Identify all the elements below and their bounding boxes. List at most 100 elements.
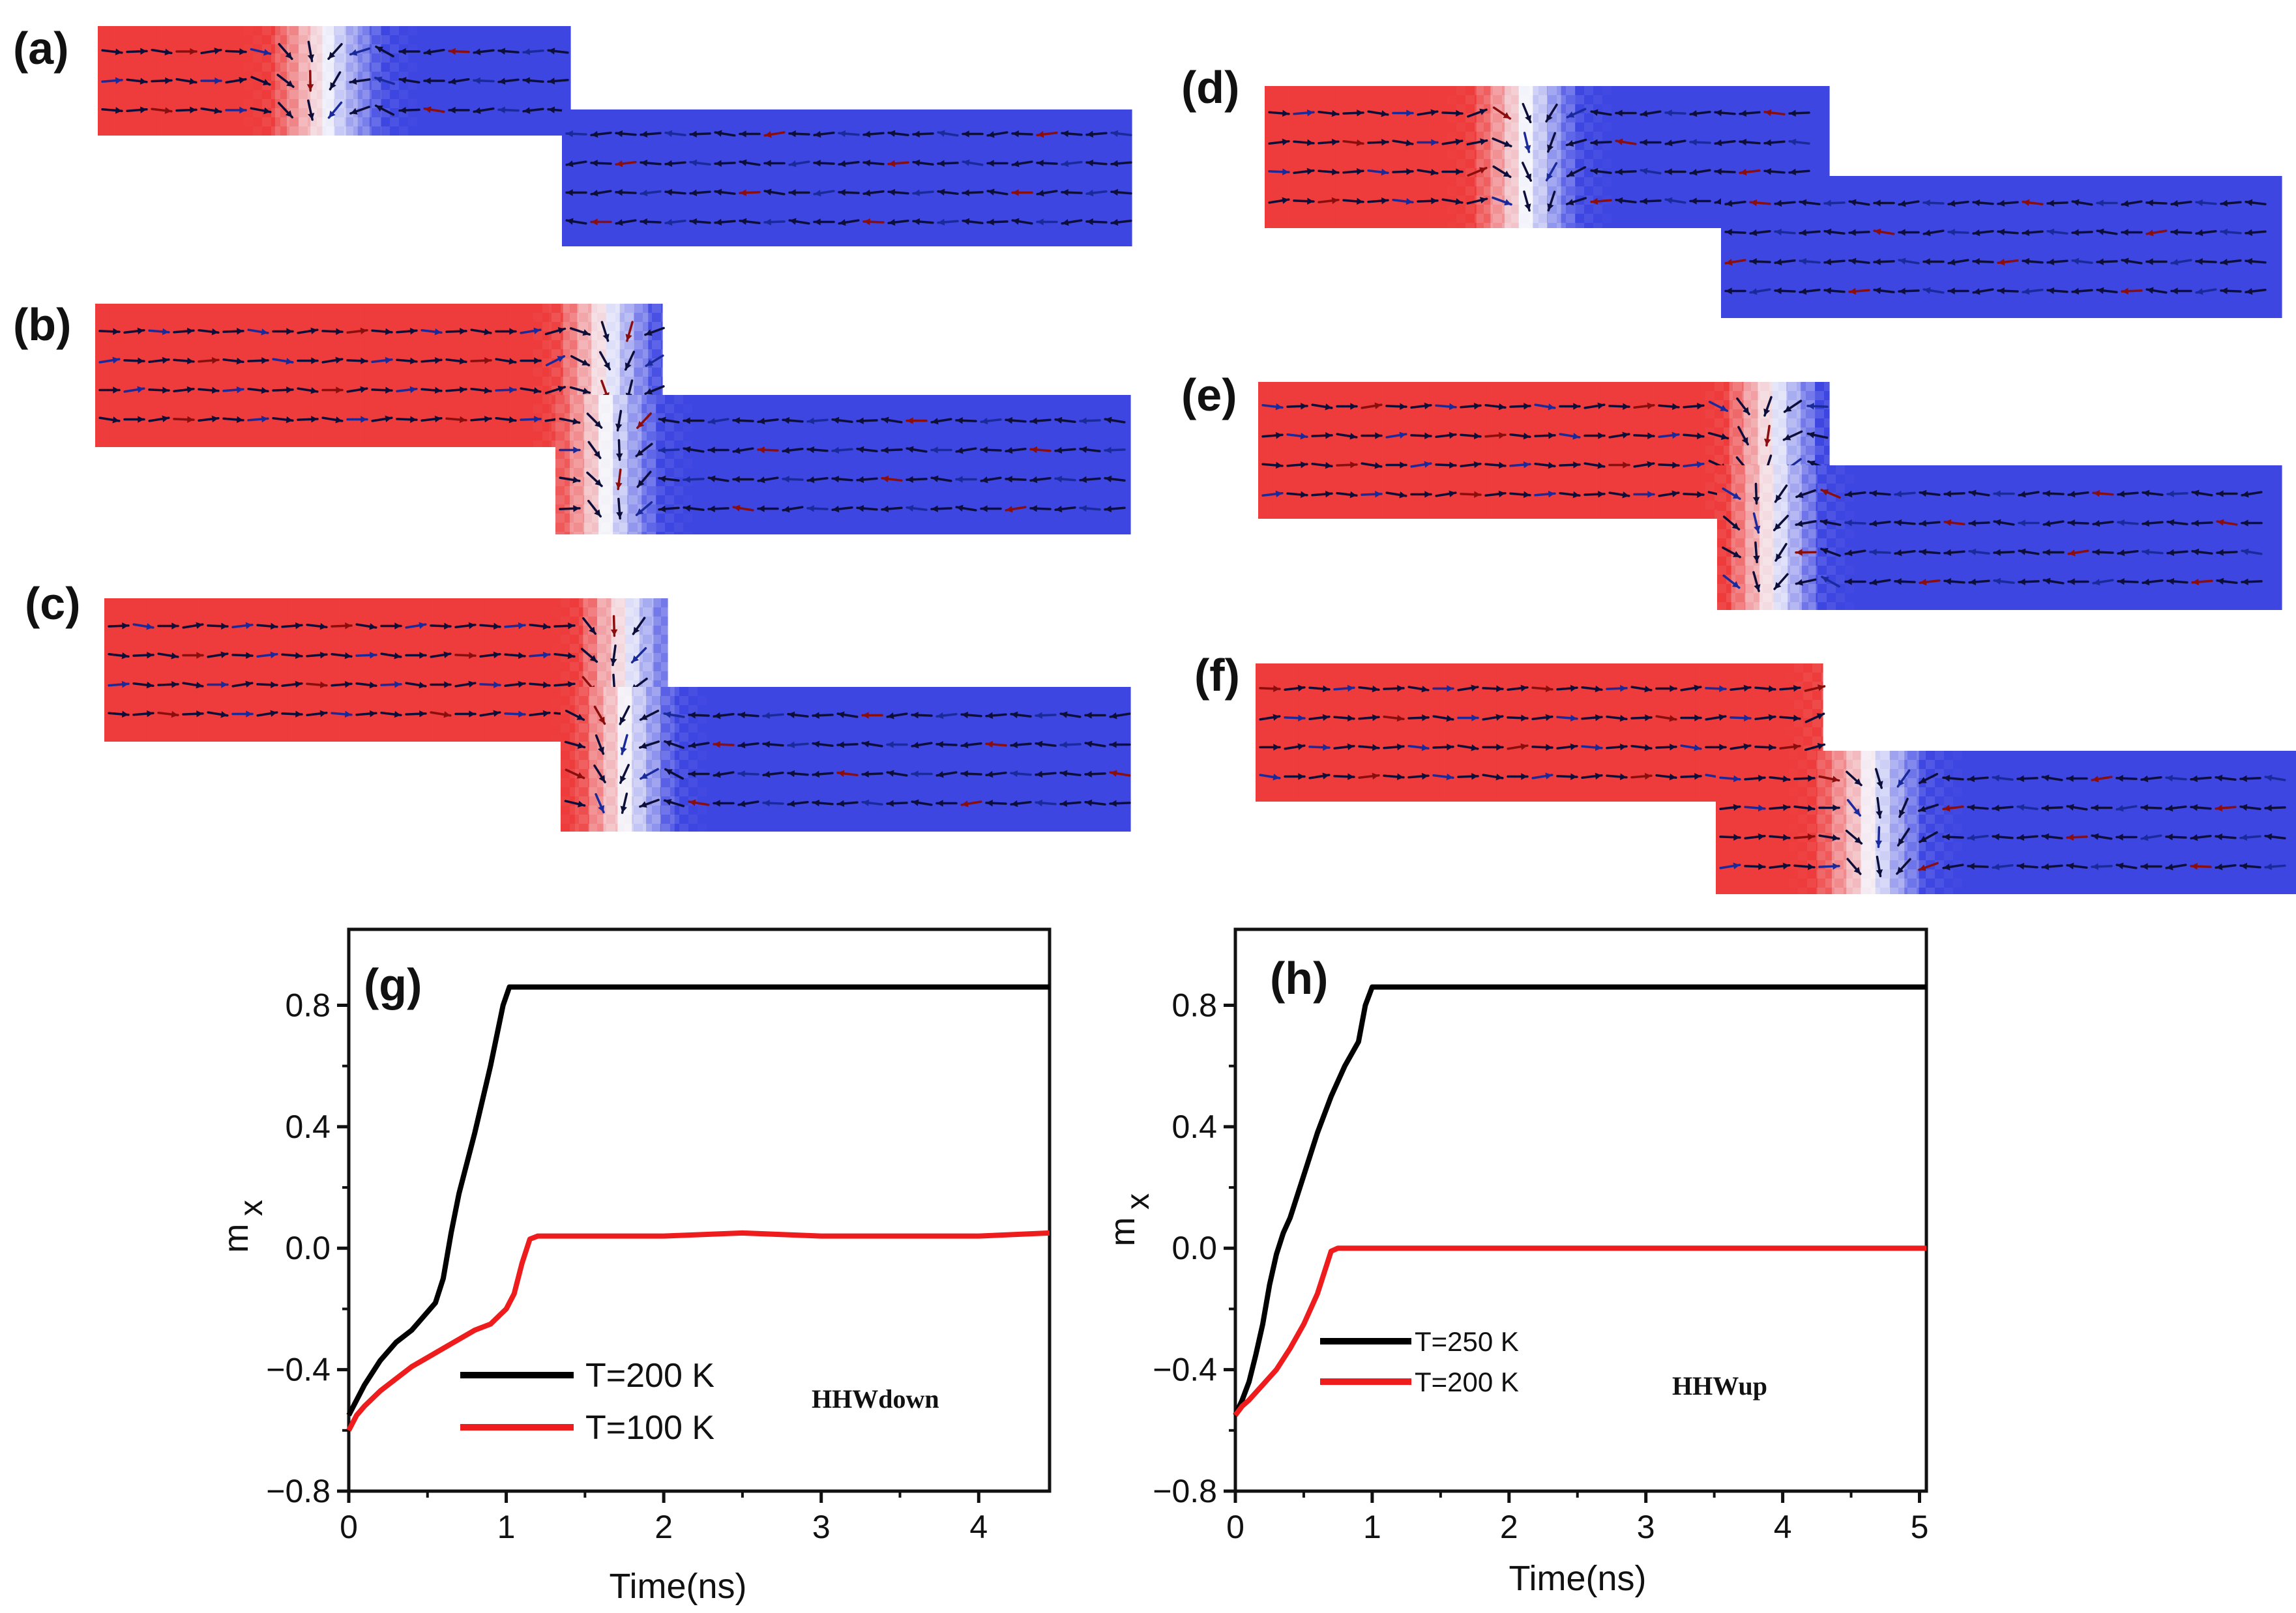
y-tick-label: 0.4 (285, 1109, 331, 1145)
domain-color-strip (988, 687, 1003, 832)
magnetization-arrow (281, 710, 303, 718)
domain-color-strip (632, 687, 647, 832)
checker-cell (583, 431, 592, 441)
checker-cell (1824, 455, 1833, 464)
magnetization-arrow (739, 159, 761, 166)
domain-color-strip (2020, 751, 2036, 894)
checker-cell (661, 313, 670, 322)
domain-color-strip (2198, 176, 2213, 318)
magnetization-arrow (2067, 490, 2089, 498)
magnetization-arrow (331, 680, 353, 688)
magnetization-arrow (2071, 287, 2093, 295)
checker-cell (1889, 888, 1898, 894)
magnetization-arrow (321, 328, 344, 335)
domain-color-strip (660, 687, 675, 832)
magnetization-arrow (346, 386, 368, 393)
domain-color-strip (703, 687, 718, 832)
checker-cell (552, 607, 561, 617)
magnetization-arrow (1556, 684, 1578, 692)
magnetization-arrow (1460, 402, 1482, 410)
domain-color-strip (2239, 176, 2254, 318)
magnetization-arrow (713, 712, 735, 719)
magnetization-arrow (732, 476, 754, 483)
checker-cell (1816, 888, 1825, 894)
checker-cell (1484, 95, 1493, 104)
magnetization-arrow (1749, 229, 1771, 237)
magnetization-arrow (1844, 490, 1866, 498)
magnetization-arrow (2121, 287, 2143, 295)
magnetization-arrow (960, 770, 982, 777)
checker-cell (1502, 205, 1511, 214)
checker-cell (665, 495, 674, 504)
magnetization-arrow (2042, 520, 2065, 527)
magnetization-arrow (553, 680, 576, 688)
magnetization-arrow (782, 446, 804, 454)
magnetization-arrow (1293, 139, 1315, 147)
magnetization-arrow (1109, 741, 1131, 748)
magnetization-arrow (1606, 685, 1628, 692)
domain-color-strip (1016, 687, 1031, 832)
checker-cell (683, 495, 692, 504)
checker-cell (1602, 104, 1612, 113)
domain-color-strip (774, 687, 789, 832)
magnetization-arrow (1779, 684, 1801, 692)
magnetization-arrow (1708, 400, 1729, 413)
magnetization-arrow (1492, 196, 1512, 206)
checker-cell (1520, 95, 1529, 104)
checker-cell (353, 26, 362, 35)
magnetization-arrow (1259, 744, 1281, 751)
magnetization-arrow (2022, 257, 2044, 265)
checker-cell (610, 532, 619, 534)
magnetization-arrow (297, 387, 319, 394)
checker-cell (1836, 484, 1845, 493)
checker-cell (1797, 446, 1806, 455)
panel-label-f: (f) (1194, 650, 1240, 701)
checker-cell (1917, 824, 1926, 833)
domain-color-strip (1861, 751, 1876, 894)
checker-cell (344, 35, 353, 44)
domain-color-strip (245, 598, 260, 742)
checker-cell (625, 644, 634, 653)
magnetization-arrow (1284, 743, 1306, 750)
checker-cell (1781, 593, 1790, 602)
magnetization-arrow (615, 219, 637, 226)
magnetization-arrow (1407, 744, 1430, 751)
checker-cell (583, 486, 592, 495)
domain-color-strip (1744, 751, 1760, 894)
magnetization-arrow (1084, 740, 1106, 748)
magnetization-arrow (2140, 804, 2162, 811)
magnetization-arrow (787, 800, 809, 807)
magnetization-arrow (1261, 461, 1284, 469)
magnetization-arrow (98, 416, 121, 424)
checker-cell (1557, 132, 1566, 141)
magnetization-arrow (658, 446, 680, 454)
checker-cell (1944, 815, 1953, 824)
magnetization-arrow (582, 617, 596, 635)
checker-cell (674, 413, 683, 422)
domain-color-strip (1572, 382, 1587, 519)
magnetization-arrow (1482, 744, 1504, 751)
magnetization-arrow (1035, 770, 1057, 778)
checker-cell (289, 90, 299, 99)
magnetization-arrow (1898, 287, 1920, 295)
magnetization-arrow (714, 130, 736, 137)
magnetization-arrow (1655, 715, 1677, 722)
magnetization-arrow (986, 131, 1008, 138)
checker-cell (561, 760, 570, 769)
magnetization-arrow (1432, 744, 1454, 751)
magnetization-arrow (1943, 577, 1965, 585)
magnetization-arrow (108, 622, 130, 630)
magnetization-map-d (1265, 86, 2282, 318)
checker-cell (1889, 869, 1898, 879)
magnetization-arrow (1407, 714, 1430, 721)
checker-cell (625, 662, 634, 671)
checker-cell (634, 377, 643, 386)
magnetization-arrow (1460, 432, 1482, 440)
magnetization-arrow (1029, 446, 1052, 454)
domain-color-strip (1439, 663, 1455, 802)
checker-cell (1751, 382, 1760, 391)
magnetization-arrow (1435, 431, 1457, 439)
magnetization-arrow (1507, 684, 1529, 692)
magnetization-arrow (640, 218, 662, 225)
magnetization-arrow (1308, 685, 1331, 693)
